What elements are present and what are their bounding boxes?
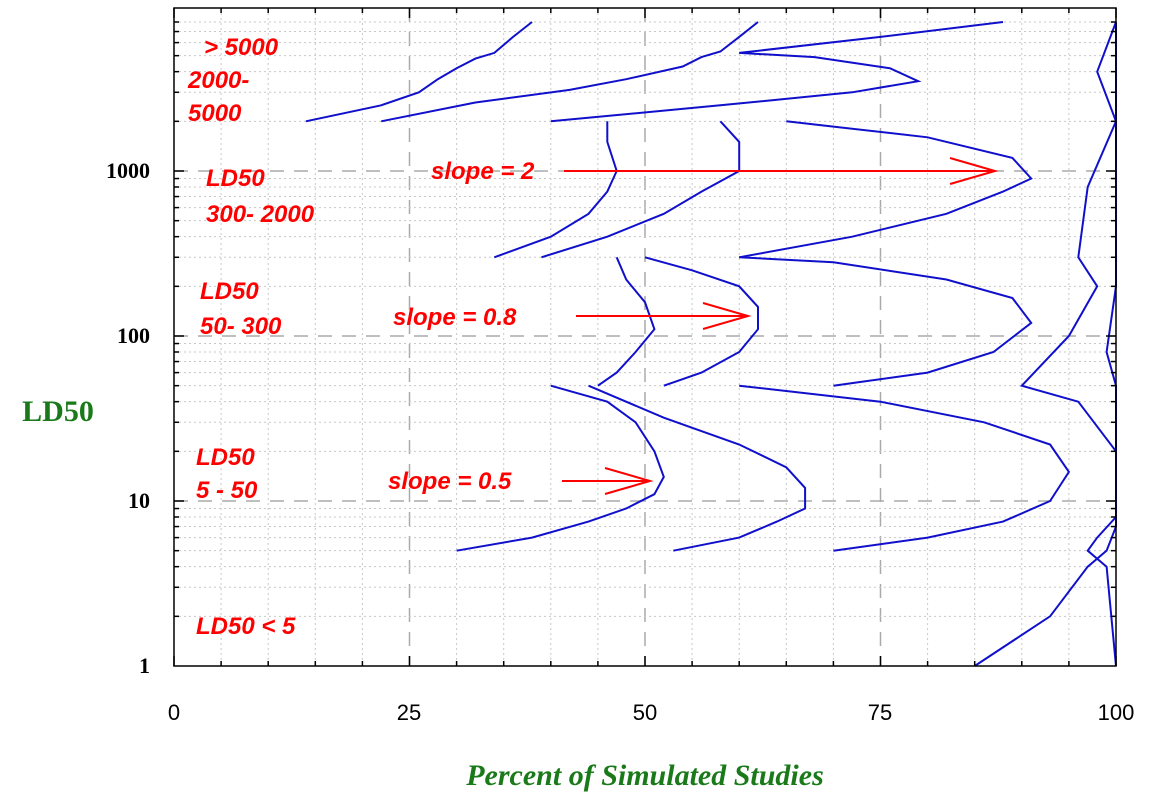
- annotation-slope-2: slope = 2: [431, 158, 535, 185]
- annotation-2000-line2: 5000: [188, 100, 242, 127]
- annotation-slope-08: slope = 0.8: [393, 304, 517, 331]
- y-tick-label-100: 100: [117, 323, 150, 348]
- annotation-50-line2: 50- 300: [200, 313, 282, 340]
- series-line-1: [588, 384, 807, 552]
- annotation-2000-line1: 2000-: [187, 67, 249, 94]
- series-line-5: [739, 256, 1033, 387]
- y-tick-label-1: 1: [139, 653, 150, 678]
- x-tick-label-75: 75: [868, 700, 892, 725]
- series-line-8: [739, 120, 1033, 259]
- series-line-7: [541, 120, 741, 259]
- series-line-11: [550, 21, 1004, 123]
- y-axis-label: LD50: [22, 395, 94, 428]
- y-tick-label-10: 10: [128, 488, 150, 513]
- arrow-slope-2: [564, 157, 999, 185]
- grid: [174, 8, 1116, 666]
- arrow-slope-08: [576, 302, 752, 330]
- series-line-4: [644, 256, 759, 387]
- series-line-3: [597, 256, 656, 387]
- series-line-2: [739, 384, 1071, 552]
- series-line-13: [974, 21, 1118, 667]
- x-axis-label: Percent of Simulated Studies: [465, 759, 824, 792]
- annotation-lt5: LD50 < 5: [196, 613, 296, 640]
- annotation-gt5000: > 5000: [204, 34, 279, 61]
- annotation-50-line1: LD50: [200, 278, 259, 305]
- series-line-0: [456, 384, 665, 552]
- arrow-slope-05: [562, 467, 654, 495]
- x-tick-label-0: 0: [168, 700, 180, 725]
- annotation-slope-05: slope = 0.5: [388, 468, 512, 495]
- y-tick-label-1000: 1000: [106, 158, 150, 183]
- annotation-300-line1: LD50: [206, 165, 265, 192]
- ticks: [173, 8, 1117, 666]
- series-line-6: [493, 121, 618, 259]
- annotation-5-line1: LD50: [196, 444, 255, 471]
- x-tick-label-50: 50: [633, 700, 657, 725]
- x-tick-label-100: 100: [1098, 700, 1135, 725]
- annotation-5-line2: 5 - 50: [196, 477, 258, 504]
- x-tick-label-25: 25: [397, 700, 421, 725]
- series-line-10: [381, 21, 759, 123]
- series-line-9: [305, 21, 533, 123]
- annotation-300-line2: 300- 2000: [206, 201, 315, 228]
